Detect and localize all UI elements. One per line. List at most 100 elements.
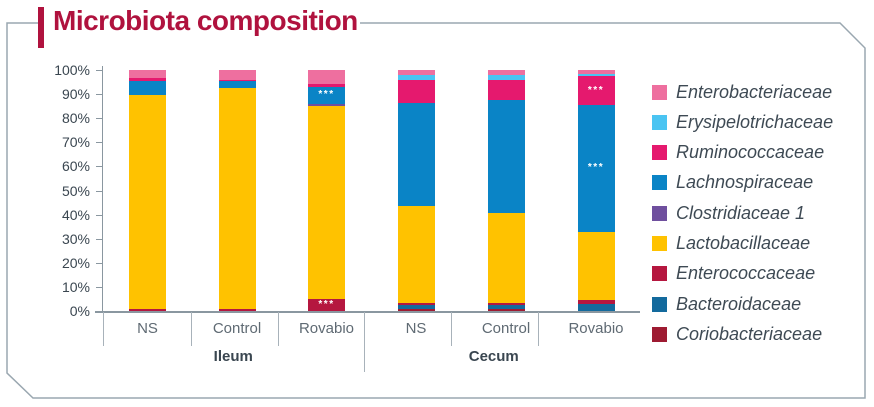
x-axis-group-label-cecum: Cecum bbox=[468, 348, 519, 365]
segment-enterococcaceae bbox=[129, 308, 166, 311]
y-axis-tick-label: 10% bbox=[61, 278, 90, 295]
segment-enterococcaceae bbox=[397, 302, 435, 305]
x-axis-label-cecum-control: Control bbox=[481, 320, 531, 337]
segment-bacteroidaceae bbox=[397, 304, 435, 309]
x-axis-separator bbox=[190, 312, 192, 346]
bar-ileum-ns bbox=[129, 70, 166, 311]
y-axis-line bbox=[102, 66, 103, 311]
segment-ruminococcaceae bbox=[487, 79, 525, 101]
segment-enterobacteriaceae bbox=[397, 70, 435, 75]
x-axis-label-ileum-control: Control bbox=[212, 320, 262, 337]
page-title: Microbiota composition bbox=[53, 5, 358, 36]
y-axis-tick-mark bbox=[96, 142, 103, 144]
y-axis-tick-label: 80% bbox=[61, 110, 90, 127]
significance-annotation: *** bbox=[318, 298, 335, 310]
segment-lachnospiraceae bbox=[129, 80, 166, 96]
bar-cecum-ns bbox=[397, 70, 435, 311]
x-axis-label-cecum-rovabio: Rovabio bbox=[568, 320, 624, 337]
legend-item-coriobacteriaceae: Coriobacteriaceae bbox=[652, 322, 822, 346]
segment-lachnospiraceae bbox=[218, 80, 256, 89]
segment-ruminococcaceae bbox=[397, 79, 435, 103]
x-axis-label-ileum-ns: NS bbox=[137, 320, 158, 337]
y-axis-tick-mark bbox=[96, 118, 103, 120]
segment-enterococcaceae bbox=[577, 300, 615, 304]
y-axis-tick-label: 40% bbox=[61, 206, 90, 223]
segment-erysipelotrichaceae bbox=[487, 74, 525, 80]
segment-lactobacillaceae bbox=[218, 88, 256, 309]
legend-item-lachnospiraceae: Lachnospiraceae bbox=[652, 171, 813, 195]
segment-lactobacillaceae bbox=[487, 213, 525, 303]
legend-label: Lactobacillaceae bbox=[676, 233, 811, 253]
significance-annotation: *** bbox=[318, 89, 335, 101]
segment-lactobacillaceae bbox=[308, 106, 345, 299]
bar-cecum-rovabio: *** *** bbox=[577, 70, 615, 311]
legend-item-bacteroidaceae: Bacteroidaceae bbox=[652, 292, 801, 316]
segment-coriobacteriaceae bbox=[487, 308, 525, 311]
segment-bacteroidaceae bbox=[487, 304, 525, 309]
y-axis-tick-mark bbox=[96, 311, 103, 312]
segment-enterobacteriaceae bbox=[577, 70, 615, 74]
legend-swatch-enterobacteriaceae bbox=[652, 84, 667, 100]
legend-label: Erysipelotrichaceae bbox=[676, 111, 834, 132]
segment-enterobacteriaceae bbox=[308, 70, 345, 85]
segment-lachnospiraceae bbox=[487, 100, 525, 214]
bar-cecum-control bbox=[487, 70, 525, 311]
x-axis-separator bbox=[103, 312, 104, 346]
legend-label: Bacteroidaceae bbox=[676, 293, 802, 314]
segment-lactobacillaceae bbox=[129, 95, 166, 309]
y-axis-tick-mark bbox=[96, 190, 103, 192]
x-axis-separator bbox=[363, 312, 365, 372]
y-axis-tick-mark bbox=[96, 214, 103, 216]
legend-label: Lachnospiraceae bbox=[676, 172, 814, 193]
x-axis-line bbox=[95, 311, 640, 313]
legend-label: Coriobacteriaceae bbox=[676, 323, 823, 344]
segment-clostridiaceae-1 bbox=[308, 103, 345, 107]
legend-label: Ruminococcaceae bbox=[676, 142, 825, 163]
bar-ileum-control bbox=[218, 70, 256, 311]
title-accent-bar bbox=[38, 7, 44, 48]
x-axis-separator bbox=[277, 312, 279, 346]
y-axis-tick-label: 70% bbox=[61, 134, 90, 151]
y-axis-tick-mark bbox=[96, 262, 103, 264]
y-axis-tick-mark bbox=[96, 166, 103, 168]
legend-swatch-lactobacillaceae bbox=[652, 236, 667, 251]
y-axis-tick-mark bbox=[96, 94, 103, 96]
legend-item-enterobacteriaceae: Enterobacteriaceae bbox=[652, 80, 832, 104]
y-axis-tick-label: 50% bbox=[61, 182, 90, 199]
y-axis-tick-label: 30% bbox=[61, 230, 90, 247]
y-axis-tick-label: 20% bbox=[61, 254, 90, 271]
legend-swatch-lachnospiraceae bbox=[652, 175, 667, 191]
legend-label: Enterobacteriaceae bbox=[676, 81, 833, 102]
legend-swatch-bacteroidaceae bbox=[652, 296, 667, 312]
legend-item-erysipelotrichaceae: Erysipelotrichaceae bbox=[652, 110, 833, 134]
legend-item-clostridiaceae-1: Clostridiaceae 1 bbox=[652, 201, 805, 225]
segment-enterococcaceae bbox=[487, 302, 525, 305]
segment-erysipelotrichaceae bbox=[577, 73, 615, 77]
segment-lactobacillaceae bbox=[577, 231, 615, 301]
y-axis-tick-mark bbox=[96, 70, 103, 71]
segment-coriobacteriaceae bbox=[397, 308, 435, 311]
x-axis-label-ileum-rovabio: Rovabio bbox=[298, 320, 355, 337]
segment-bacteroidaceae bbox=[577, 303, 615, 311]
segment-lachnospiraceae bbox=[397, 102, 435, 207]
x-axis-separator bbox=[537, 312, 539, 346]
y-axis-tick-label: 0% bbox=[69, 303, 90, 319]
y-axis-tick-label: 60% bbox=[61, 158, 90, 175]
segment-enterococcaceae bbox=[218, 308, 256, 311]
legend-label: Enterococcaceae bbox=[676, 263, 816, 284]
segment-enterobacteriaceae bbox=[487, 70, 525, 75]
y-axis-tick-label: 90% bbox=[61, 86, 90, 103]
x-axis-separator bbox=[451, 312, 452, 346]
legend-label: Clostridiaceae 1 bbox=[676, 202, 806, 223]
segment-enterobacteriaceae bbox=[129, 70, 166, 79]
significance-annotation: *** bbox=[587, 84, 605, 96]
segment-ruminococcaceae: *** bbox=[577, 76, 615, 105]
segment-ruminococcaceae bbox=[308, 84, 345, 87]
legend-item-enterococcaceae: Enterococcaceae bbox=[652, 262, 815, 286]
segment-ruminococcaceae bbox=[129, 78, 166, 81]
legend-swatch-coriobacteriaceae bbox=[652, 326, 667, 342]
segment-ruminococcaceae bbox=[218, 79, 256, 81]
legend-item-ruminococcaceae: Ruminococcaceae bbox=[652, 141, 824, 165]
